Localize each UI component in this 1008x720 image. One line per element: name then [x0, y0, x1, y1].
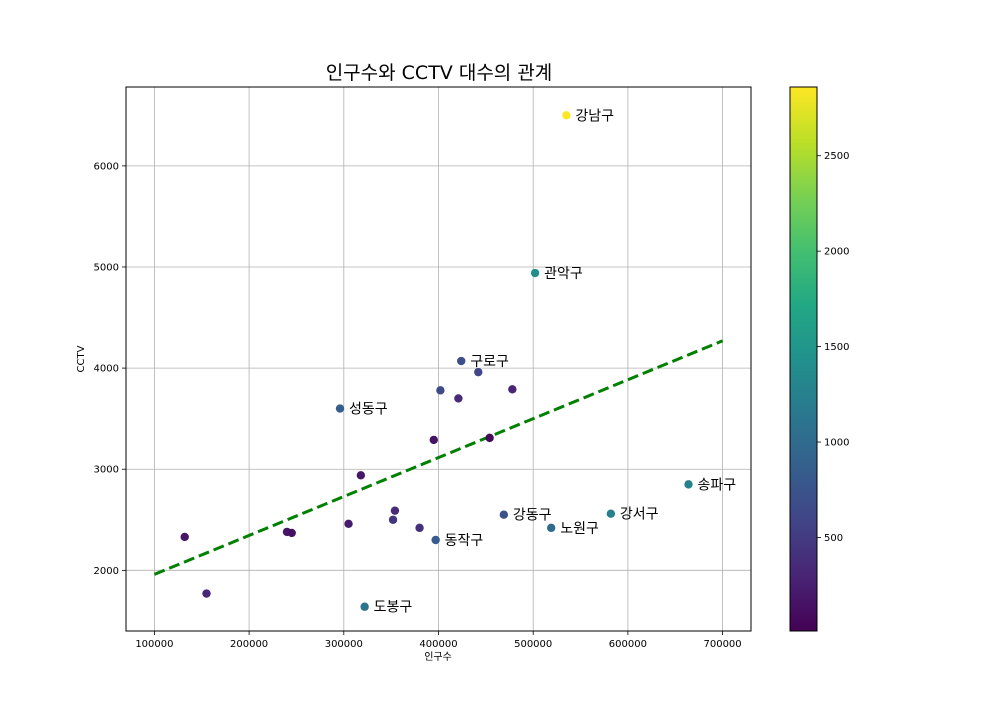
- y-tick-label: 2000: [94, 566, 119, 577]
- x-tick-label: 500000: [514, 639, 552, 650]
- x-tick-label: 300000: [325, 639, 363, 650]
- data-point: [390, 506, 400, 515]
- point-label: 강서구: [620, 507, 659, 523]
- data-point: [508, 385, 517, 394]
- data-point: [499, 510, 509, 519]
- x-tick-label: 100000: [135, 639, 173, 650]
- data-point: [431, 535, 440, 545]
- x-tick-label: 600000: [609, 639, 647, 650]
- colorbar-tick-label: 500: [824, 533, 843, 544]
- colorbar-tick-label: 1000: [824, 438, 849, 449]
- point-label: 동작구: [445, 533, 484, 549]
- data-point: [287, 528, 296, 538]
- data-point: [388, 515, 398, 524]
- point-label: 도봉구: [374, 600, 413, 616]
- trendline-layer: [153, 339, 724, 576]
- y-tick-label: 4000: [94, 364, 119, 375]
- chart-title: 인구수와 CCTV 대수의 관계: [326, 62, 553, 84]
- data-point: [436, 386, 445, 395]
- colorbar-ticks: 500 1000 1500 2000 2500: [817, 151, 849, 544]
- data-point: [356, 471, 366, 480]
- point-label: 송파구: [698, 477, 737, 493]
- data-point: [474, 367, 483, 377]
- x-tick-label: 400000: [419, 639, 457, 650]
- grid-lines: [126, 87, 751, 631]
- data-point: [684, 480, 693, 489]
- data-point: [457, 356, 466, 366]
- data-point: [606, 509, 616, 518]
- data-point: [360, 602, 369, 611]
- data-point: [546, 523, 556, 533]
- data-point: [415, 523, 424, 533]
- point-label: 강남구: [575, 108, 614, 124]
- y-tick-label: 3000: [94, 465, 119, 476]
- data-point: [344, 519, 353, 529]
- trendline: [153, 339, 724, 576]
- data-point: [562, 111, 571, 120]
- data-point: [202, 589, 211, 598]
- point-label: 성동구: [349, 402, 388, 418]
- data-point: [530, 268, 540, 278]
- y-tick-label: 5000: [94, 262, 119, 273]
- x-axis-label: 인구수: [424, 651, 452, 663]
- y-axis-label: CCTV: [76, 345, 87, 372]
- point-label: 관악구: [544, 266, 583, 282]
- x-tick-label: 700000: [703, 639, 741, 650]
- x-axis-ticks: 100000 200000 300000 400000 500000 600000 7000…: [135, 631, 742, 650]
- colorbar-tick-label: 2500: [824, 151, 849, 162]
- plot-frame: [125, 86, 752, 632]
- data-point: [485, 433, 494, 443]
- point-label: 노원구: [560, 521, 599, 537]
- data-point: [180, 532, 189, 542]
- colorbar: [789, 86, 818, 632]
- colorbar-tick-label: 2000: [824, 247, 849, 258]
- point-label: 강동구: [513, 508, 552, 524]
- x-tick-label: 200000: [230, 639, 268, 650]
- point-label: 구로구: [470, 354, 509, 370]
- data-point: [429, 435, 438, 445]
- data-point: [454, 394, 463, 403]
- data-point: [335, 404, 345, 413]
- points-layer: [180, 111, 693, 611]
- y-tick-label: 6000: [94, 161, 119, 172]
- y-axis-ticks: 2000 3000 4000 5000 6000: [94, 161, 126, 577]
- colorbar-tick-label: 1500: [824, 342, 849, 353]
